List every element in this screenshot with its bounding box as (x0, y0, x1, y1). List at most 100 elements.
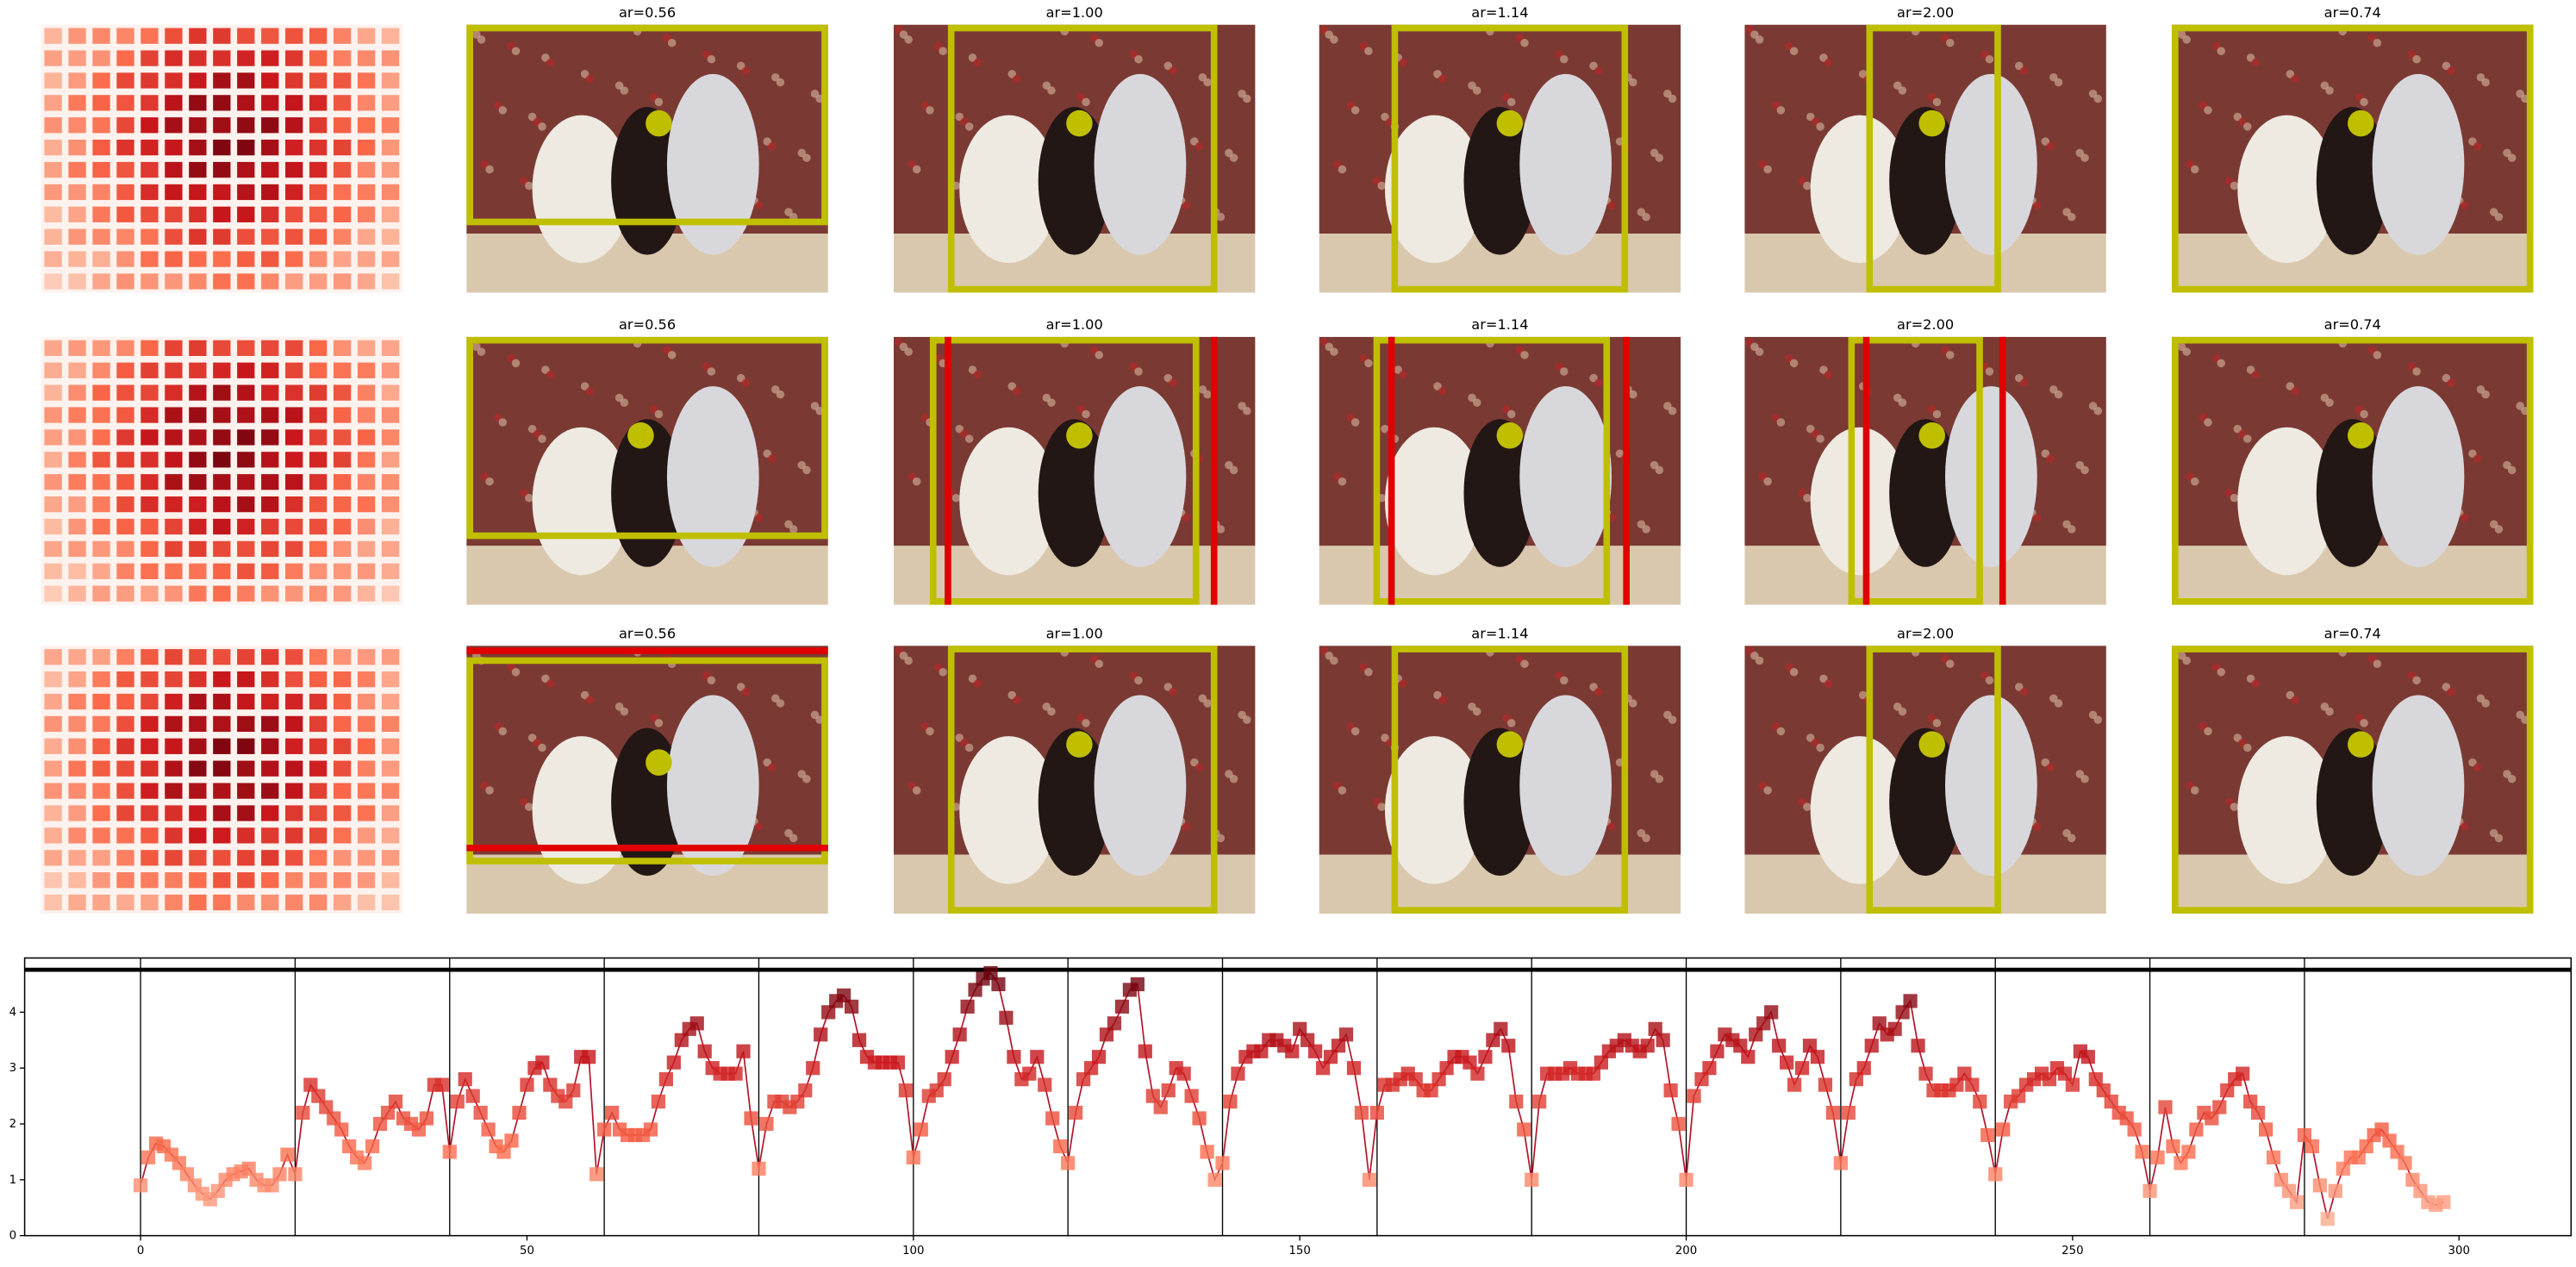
crowd-dot (538, 122, 546, 131)
marker (582, 1050, 596, 1064)
heatmap-cell (140, 474, 159, 490)
heatmap-cell (333, 452, 352, 468)
heatmap-cell (213, 362, 231, 378)
heatmap-cell (116, 407, 134, 423)
heatmap-cell (213, 474, 231, 490)
heatmap-cell (381, 429, 400, 446)
crowd-dot (1399, 679, 1407, 688)
heatmap-cell (237, 872, 255, 889)
marker (1408, 1072, 1423, 1087)
crowd-dot (802, 465, 811, 475)
marker (1640, 1039, 1655, 1053)
heatmap-cell (309, 50, 327, 66)
heatmap-cell (165, 872, 183, 889)
crowd-dot (2182, 35, 2191, 44)
photo-panel (1744, 646, 2106, 914)
heatmap-cell (68, 228, 86, 245)
marker (728, 1066, 743, 1081)
heatmap-cell (140, 184, 159, 201)
marker (1138, 1044, 1152, 1058)
heatmap-cell (237, 760, 255, 777)
crowd-dot (2494, 213, 2504, 222)
heatmap-cell (381, 117, 400, 134)
heatmap-cell (261, 783, 279, 799)
marker (2042, 1072, 2057, 1087)
heatmap-cell (261, 715, 279, 733)
heatmap-cell (261, 407, 279, 423)
heatmap-cell (213, 161, 231, 178)
marker (821, 1005, 836, 1020)
crowd-dot (776, 390, 785, 399)
heatmap-cell (44, 693, 62, 710)
crowd-dot (2204, 106, 2212, 115)
marker (1099, 1027, 1114, 1042)
heatmap-cell (333, 563, 352, 579)
heatmap-cell (357, 894, 376, 911)
marker (643, 1122, 658, 1137)
marker (265, 1178, 279, 1193)
crowd-dot (926, 727, 934, 736)
marker (1856, 1061, 1871, 1076)
heatmap-cell (333, 585, 352, 602)
heatmap-cell (44, 161, 62, 178)
crowd-dot (1655, 465, 1664, 475)
center-dot (646, 109, 672, 137)
marker (1439, 1061, 1454, 1076)
heatmap-cell (140, 384, 159, 401)
heatmap-cell (309, 540, 327, 558)
crowd-dot (973, 679, 982, 688)
marker (2220, 1083, 2235, 1098)
marker (2273, 1172, 2289, 1187)
panel-title: ar=2.00 (1897, 316, 1954, 333)
heatmap-cell (68, 496, 86, 513)
marker (1895, 1005, 1910, 1020)
crowd-dot (768, 142, 777, 151)
heatmap-cell (213, 585, 231, 602)
heatmap-cell (140, 362, 159, 378)
heatmap-cell (213, 384, 231, 401)
heatmap-cell (333, 340, 352, 357)
heatmap-cell (189, 184, 207, 201)
heatmap-cell (381, 251, 400, 267)
marker (2065, 1077, 2080, 1092)
crowd-dot (511, 47, 521, 55)
heatmap-cell (381, 72, 400, 89)
marker (2312, 1178, 2327, 1193)
heatmap-cell (237, 715, 255, 733)
heatmap-cell (213, 72, 231, 89)
marker (658, 1072, 673, 1087)
heatmap-cell (261, 140, 279, 156)
crowd-dot (1013, 74, 1021, 84)
crowd-dot (2251, 679, 2261, 688)
crowd-dot (2473, 763, 2482, 772)
marker (388, 1094, 403, 1109)
marker (450, 1094, 465, 1109)
crowd-dot (2190, 786, 2199, 795)
marker (1841, 1105, 1856, 1120)
marker (844, 999, 859, 1014)
player (2372, 386, 2465, 567)
heatmap-cell (116, 540, 134, 558)
player (1038, 419, 1111, 567)
marker (2258, 1122, 2273, 1137)
marker (1254, 1044, 1269, 1058)
player (1945, 695, 2037, 877)
heatmap-cell (333, 117, 352, 134)
crowd-dot (2360, 409, 2368, 419)
heatmap-cell (116, 161, 134, 178)
marker (1369, 1105, 1384, 1120)
heatmap-cell (333, 540, 352, 558)
heatmap-cell (381, 715, 400, 733)
heatmap-cell (44, 738, 62, 754)
center-dot (627, 422, 654, 449)
heatmap-cell (237, 671, 255, 688)
marker (1293, 1021, 1307, 1036)
crowd-dot (1229, 465, 1238, 475)
crowd-dot (2251, 58, 2261, 67)
heatmap-cell (92, 452, 110, 468)
heatmap-cell (92, 340, 110, 357)
player (959, 427, 1058, 576)
heatmap-cell (309, 518, 327, 535)
heatmap-cell (237, 184, 255, 201)
